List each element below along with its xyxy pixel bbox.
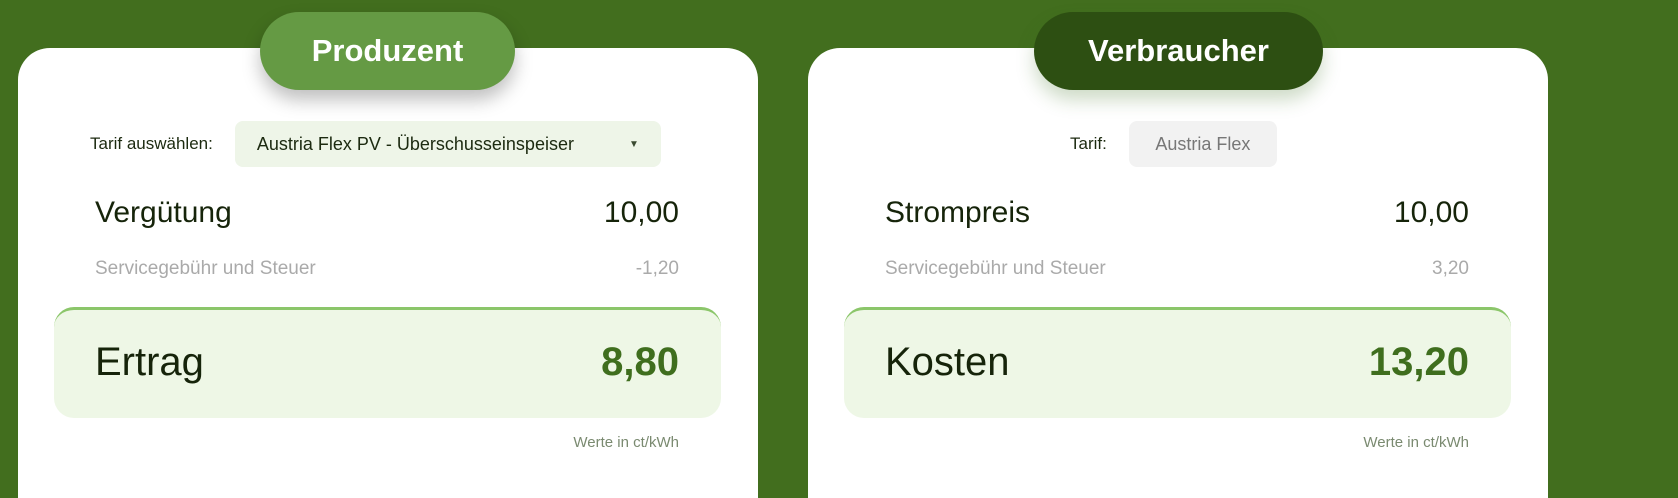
main-price-row: Strompreis 10,00 (885, 196, 1469, 230)
main-label: Strompreis (885, 196, 1031, 229)
fee-value: -1,20 (635, 258, 679, 279)
fee-row: Servicegebühr und Steuer -1,20 (95, 258, 679, 280)
tarif-value: Austria Flex (1155, 133, 1251, 154)
producer-card: Tarif auswählen: Austria Flex PV - Übers… (18, 48, 758, 498)
total-box: Ertrag 8,80 (54, 307, 721, 418)
tarif-dropdown-value: Austria Flex PV - Überschusseinspeiser (256, 133, 574, 154)
tarif-dropdown[interactable]: Austria Flex PV - Überschusseinspeiser ▼ (234, 121, 661, 167)
total-label: Ertrag (95, 340, 204, 384)
consumer-card: Tarif: Austria Flex Strompreis 10,00 Ser… (808, 48, 1548, 498)
total-label: Kosten (885, 340, 1010, 384)
fee-value: 3,20 (1432, 258, 1469, 279)
main-price-row: Vergütung 10,00 (95, 196, 679, 230)
main-value: 10,00 (603, 196, 679, 229)
caret-down-icon: ▼ (628, 138, 639, 150)
unit-note: Werte in ct/kWh (573, 434, 679, 451)
tarif-row: Tarif: Austria Flex (1070, 121, 1277, 167)
tarif-select-row: Tarif auswählen: Austria Flex PV - Übers… (90, 121, 661, 167)
main-label: Vergütung (95, 196, 232, 229)
consumer-tab[interactable]: Verbraucher (1034, 12, 1323, 90)
fee-label: Servicegebühr und Steuer (885, 258, 1106, 279)
tarif-readonly-field: Austria Flex (1128, 121, 1277, 167)
producer-tab[interactable]: Produzent (260, 12, 515, 90)
main-value: 10,00 (1393, 196, 1469, 229)
total-value: 13,20 (1368, 340, 1469, 384)
tarif-label: Tarif: (1070, 134, 1107, 153)
fee-label: Servicegebühr und Steuer (95, 258, 316, 279)
unit-note: Werte in ct/kWh (1363, 434, 1469, 451)
tarif-label: Tarif auswählen: (90, 134, 213, 153)
total-box: Kosten 13,20 (844, 307, 1511, 418)
total-value: 8,80 (601, 340, 679, 384)
fee-row: Servicegebühr und Steuer 3,20 (885, 258, 1469, 280)
